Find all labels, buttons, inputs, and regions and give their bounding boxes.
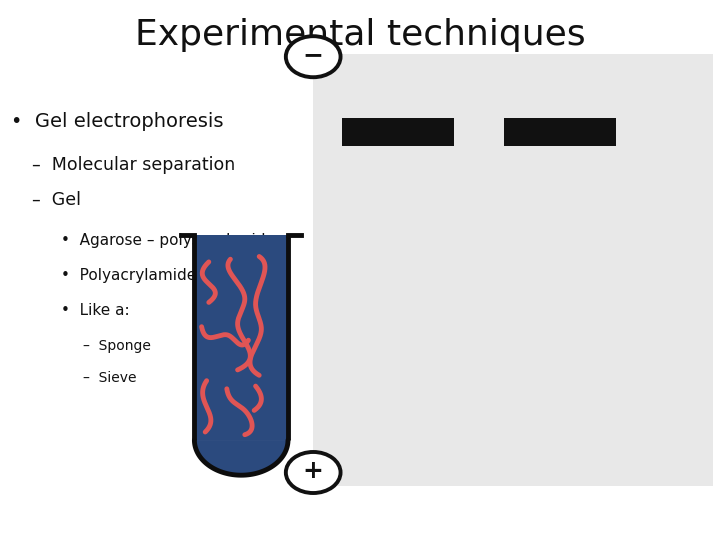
Text: –  Gel: – Gel	[32, 191, 81, 209]
Bar	[342, 118, 454, 146]
Text: +: +	[303, 460, 323, 483]
Text: −: −	[302, 43, 324, 67]
Text: •  Like a:: • Like a:	[61, 303, 130, 318]
Bar	[313, 54, 713, 486]
Circle shape	[286, 452, 341, 493]
Text: Experimental techniques: Experimental techniques	[135, 18, 585, 52]
Text: •  Polyacrylamide: • Polyacrylamide	[61, 268, 197, 283]
Text: •  Agarose – polysaccharide: • Agarose – polysaccharide	[61, 233, 275, 248]
Text: •  Gel electrophoresis: • Gel electrophoresis	[11, 112, 223, 131]
Text: –  Molecular separation: – Molecular separation	[32, 156, 235, 174]
Text: –  Sieve: – Sieve	[83, 371, 136, 385]
Bar	[194, 235, 288, 440]
Circle shape	[286, 36, 341, 77]
Polygon shape	[194, 440, 288, 475]
Bar	[504, 118, 616, 146]
Text: –  Sponge: – Sponge	[83, 339, 150, 353]
